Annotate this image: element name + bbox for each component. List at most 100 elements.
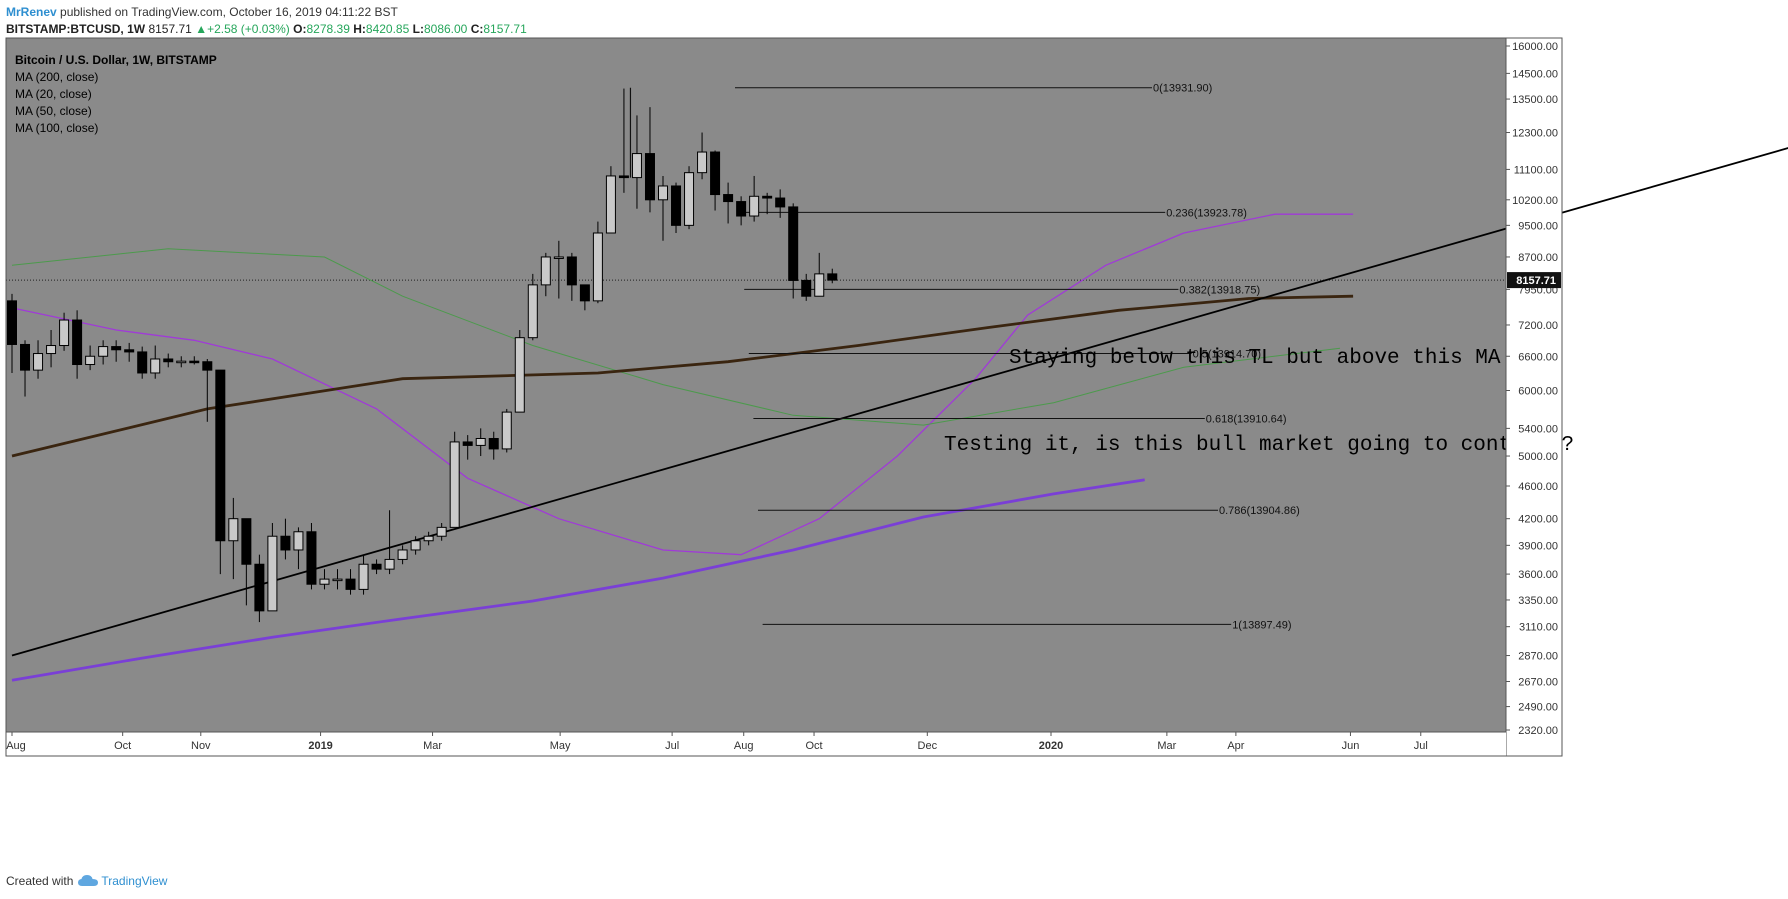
candle[interactable]	[176, 356, 187, 368]
high-value: 8420.85	[365, 22, 410, 36]
annotation-text[interactable]: Staying below this TL but above this MA	[1009, 347, 1501, 370]
candle[interactable]	[488, 431, 499, 460]
candle-body-up	[228, 518, 239, 542]
candle[interactable]	[46, 330, 57, 368]
candle[interactable]	[345, 569, 356, 595]
candle[interactable]	[189, 356, 200, 365]
candle-body-up	[449, 441, 460, 528]
time-axis[interactable]	[6, 732, 1506, 756]
ma-20-line[interactable]	[11, 213, 1354, 556]
candle-body-up	[98, 346, 109, 357]
candle-body-up	[46, 345, 57, 355]
candle[interactable]	[501, 408, 512, 453]
candle[interactable]	[801, 273, 812, 301]
author-link[interactable]: MrRenev	[6, 5, 57, 19]
candle[interactable]	[332, 569, 343, 590]
candle[interactable]	[33, 340, 44, 379]
candle[interactable]	[163, 353, 174, 368]
candle-body-down	[72, 319, 83, 366]
candle[interactable]	[137, 346, 148, 379]
candle[interactable]	[462, 435, 473, 460]
price-chart[interactable]: 0(13931.90) 0.236(13923.78) 0.382(13918.75…	[0, 0, 1788, 870]
candle[interactable]	[202, 358, 213, 422]
candle[interactable]	[605, 166, 616, 234]
candle[interactable]	[658, 175, 668, 241]
x-tick-label: Jun	[1342, 740, 1360, 752]
candle[interactable]	[358, 554, 369, 595]
candle[interactable]	[228, 497, 239, 580]
y-tick-label: 6000.00	[1518, 386, 1558, 398]
annotation-text[interactable]: Testing it, is this bull market going to…	[944, 434, 1574, 457]
candle[interactable]	[7, 293, 17, 373]
candle[interactable]	[371, 559, 382, 575]
candle[interactable]	[98, 340, 109, 365]
legend-item[interactable]: MA (20, close)	[15, 87, 92, 101]
candle[interactable]	[644, 107, 655, 213]
candle[interactable]	[631, 115, 642, 209]
candle[interactable]	[306, 522, 317, 590]
candle[interactable]	[736, 196, 747, 226]
candle[interactable]	[150, 345, 161, 379]
candle[interactable]	[449, 431, 460, 528]
candle-body-up	[592, 232, 603, 302]
candle[interactable]	[514, 330, 525, 413]
y-tick-label: 12300.00	[1512, 128, 1558, 140]
fib-level-label: 0.618(13910.64)	[1206, 414, 1287, 426]
y-tick-label: 9500.00	[1518, 220, 1558, 232]
candle[interactable]	[775, 189, 786, 218]
legend-item[interactable]: MA (200, close)	[15, 70, 98, 84]
plot-area[interactable]	[6, 38, 1506, 732]
candle[interactable]	[827, 268, 838, 284]
candle[interactable]	[814, 252, 825, 297]
candle[interactable]	[749, 175, 760, 222]
candle[interactable]	[254, 554, 265, 623]
candle[interactable]	[618, 88, 629, 193]
candle[interactable]	[20, 340, 31, 397]
candle[interactable]	[423, 531, 434, 546]
legend-item[interactable]: MA (50, close)	[15, 104, 92, 118]
candle[interactable]	[710, 150, 721, 211]
candle[interactable]	[59, 312, 70, 351]
candle-body-down	[20, 343, 31, 371]
candle[interactable]	[384, 510, 395, 575]
candle[interactable]	[436, 522, 447, 541]
candle[interactable]	[527, 273, 538, 341]
candle[interactable]	[671, 182, 682, 233]
candle[interactable]	[124, 342, 135, 362]
trendline[interactable]	[11, 38, 1788, 657]
candle[interactable]	[579, 284, 590, 311]
candle[interactable]	[319, 569, 330, 590]
ma-50-line[interactable]	[11, 248, 1341, 426]
legend-item[interactable]: MA (100, close)	[15, 121, 98, 135]
candle[interactable]	[280, 518, 291, 560]
candle[interactable]	[540, 252, 551, 297]
candle[interactable]	[410, 536, 421, 555]
x-tick-label: Aug	[6, 740, 26, 752]
candle[interactable]	[566, 252, 577, 301]
candle[interactable]	[85, 345, 96, 371]
y-tick-label: 10200.00	[1512, 195, 1558, 207]
candle[interactable]	[697, 132, 708, 180]
candle[interactable]	[475, 428, 486, 457]
symbol-name[interactable]: BITSTAMP:BTCUSD, 1W	[6, 22, 146, 36]
candle[interactable]	[592, 221, 603, 304]
tradingview-link[interactable]: TradingView	[77, 874, 167, 888]
price-change: +2.58 (+0.03%)	[207, 22, 290, 36]
ma-200-line[interactable]	[11, 478, 1145, 682]
candle[interactable]	[397, 545, 408, 565]
candle[interactable]	[241, 518, 252, 606]
price-axis[interactable]	[1506, 38, 1562, 756]
candle[interactable]	[267, 522, 278, 612]
legend-title[interactable]: Bitcoin / U.S. Dollar, 1W, BITSTAMP	[15, 53, 217, 67]
candle-body-down	[215, 369, 226, 542]
candle[interactable]	[762, 192, 773, 215]
candle[interactable]	[215, 369, 226, 575]
candle[interactable]	[293, 527, 304, 570]
candle-body-up	[176, 360, 187, 364]
candle[interactable]	[553, 240, 564, 299]
candle[interactable]	[723, 182, 734, 224]
candle[interactable]	[111, 340, 122, 362]
candle[interactable]	[684, 166, 695, 230]
candle[interactable]	[72, 310, 83, 379]
candle[interactable]	[788, 203, 799, 299]
